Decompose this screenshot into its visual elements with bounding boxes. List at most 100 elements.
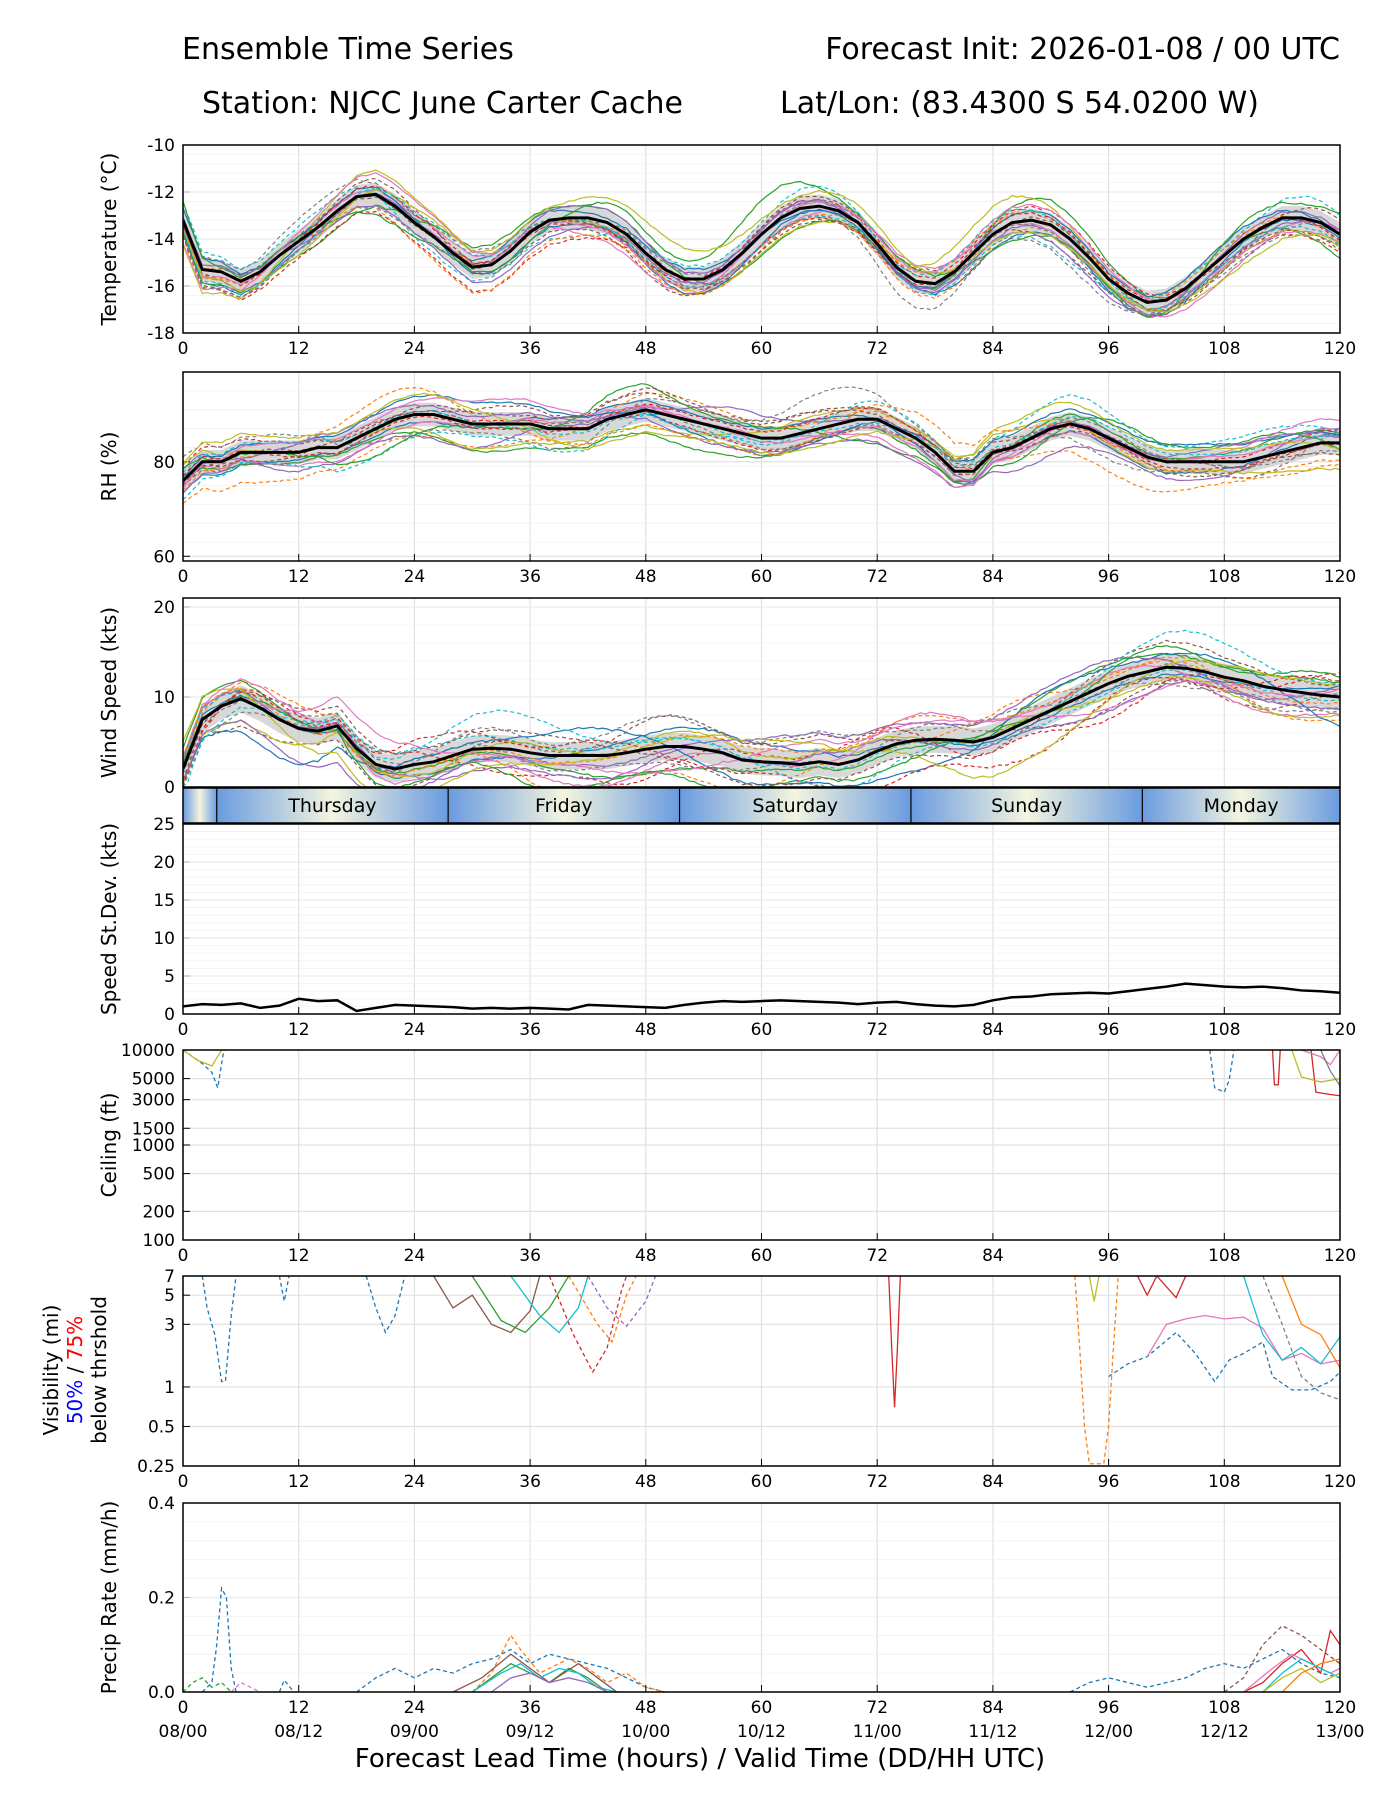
x-tick-label: 120 xyxy=(1324,1472,1356,1492)
x-tick-label: 120 xyxy=(1324,1020,1356,1040)
y-tick-label: 1500 xyxy=(132,1119,175,1139)
x-tick-label: 120 xyxy=(1324,1246,1356,1266)
y-tick-label: 0.4 xyxy=(148,1494,175,1514)
member-line xyxy=(1242,1276,1340,1365)
x-tick-label: 24 xyxy=(404,1698,426,1718)
member-line xyxy=(201,1276,237,1383)
series-group xyxy=(183,1050,1340,1097)
member-line xyxy=(183,673,1340,780)
x-tick-label: 120 xyxy=(1324,567,1356,587)
valid-time-label: 10/00 xyxy=(621,1722,670,1742)
member-line xyxy=(230,1681,261,1692)
ensemble-mean-line xyxy=(183,408,1340,482)
x-tick-label: 60 xyxy=(751,567,773,587)
vis-ylabel-line3: below thrshold xyxy=(87,1296,111,1444)
x-tick-label: 72 xyxy=(866,1020,888,1040)
x-tick-label: 0 xyxy=(178,1246,189,1266)
x-tick-label: 0 xyxy=(178,1020,189,1040)
y-tick-label: 10 xyxy=(153,929,175,949)
day-segment xyxy=(1142,788,1340,823)
member-line xyxy=(548,1276,628,1374)
member-line xyxy=(183,680,1340,775)
panel-wind: 0 10 20 Wind Speed (kts) xyxy=(97,597,1341,798)
x-tick-label: 108 xyxy=(1208,567,1240,587)
member-line xyxy=(183,386,1340,479)
x-tick-label: 12 xyxy=(288,1246,310,1266)
y-tick-label: 5 xyxy=(164,1286,175,1306)
member-line xyxy=(433,1276,541,1334)
x-tick-label: 84 xyxy=(982,1020,1004,1040)
member-line xyxy=(1074,1276,1119,1465)
valid-time-label: 08/00 xyxy=(159,1722,208,1742)
y-tick-label: 15 xyxy=(153,891,175,911)
x-tick-label: 0 xyxy=(178,1472,189,1492)
rh-ylabel: RH (%) xyxy=(97,432,121,502)
x-tick-label: 72 xyxy=(866,1246,888,1266)
member-line xyxy=(201,1585,237,1692)
x-tick-label: 48 xyxy=(635,1698,657,1718)
member-line xyxy=(1088,1276,1100,1302)
y-tick-label: -18 xyxy=(147,324,175,344)
member-line xyxy=(183,409,1340,473)
member-line xyxy=(183,186,1340,311)
member-line xyxy=(183,392,1340,465)
x-tick-label: 24 xyxy=(404,567,426,587)
x-tick-label: 60 xyxy=(751,1020,773,1040)
x-tick-label: 36 xyxy=(519,1246,541,1266)
series-group xyxy=(183,629,1340,787)
member-line xyxy=(183,178,1340,317)
panel-precip: 0.0 0.2 0.4 0 12 24 36 48 60 72 84 96 108 120 08/00 08/… xyxy=(97,1494,1365,1742)
day-strip: Thursday Friday Saturday Sunday Monday xyxy=(182,787,1341,824)
forecast-init: Forecast Init: 2026-01-08 / 00 UTC xyxy=(825,32,1340,67)
member-line xyxy=(1281,1658,1340,1692)
member-line xyxy=(1108,1331,1340,1391)
member-line xyxy=(1281,1276,1340,1369)
vis-ylabel-line1: Visibility (mi) xyxy=(39,1305,63,1436)
vis-ylabel: Visibility (mi) 50% / 75% below thrshold xyxy=(39,1296,111,1444)
member-line xyxy=(587,1276,657,1328)
member-line xyxy=(1271,1050,1281,1086)
x-tick-label: 120 xyxy=(1324,1698,1356,1718)
member-line xyxy=(1069,1648,1340,1692)
x-tick-label: 72 xyxy=(866,567,888,587)
y-tick-label: 7 xyxy=(164,1267,175,1287)
y-tick-label: -12 xyxy=(147,183,175,203)
member-line xyxy=(183,185,1340,302)
x-tick-label: 84 xyxy=(982,1246,1004,1266)
day-label: Monday xyxy=(1204,795,1279,817)
valid-time-label: 11/00 xyxy=(853,1722,902,1742)
valid-time-label: 12/12 xyxy=(1200,1722,1249,1742)
member-line xyxy=(452,1653,618,1692)
x-tick-label: 0 xyxy=(178,339,189,359)
plot-frame xyxy=(182,597,1341,788)
x-tick-label: 72 xyxy=(866,1698,888,1718)
ceiling-ylabel: Ceiling (ft) xyxy=(97,1093,121,1198)
valid-time-label: 08/12 xyxy=(274,1722,323,1742)
x-tick-label: 108 xyxy=(1208,1472,1240,1492)
valid-time-label: 10/12 xyxy=(737,1722,786,1742)
x-tick-label: 60 xyxy=(751,1246,773,1266)
member-line xyxy=(183,180,1340,318)
member-line xyxy=(1262,1276,1340,1401)
member-line xyxy=(183,679,1340,787)
y-tick-label: -10 xyxy=(147,136,175,156)
day-label: Thursday xyxy=(287,795,376,817)
x-tick-label: 24 xyxy=(404,1472,426,1492)
y-tick-label: 500 xyxy=(143,1165,175,1185)
member-line xyxy=(183,674,1340,787)
sdev-ylabel: Speed St.Dev. (kts) xyxy=(97,823,121,1015)
x-tick-label: 96 xyxy=(1098,1246,1120,1266)
member-line xyxy=(183,189,1340,313)
member-line xyxy=(183,652,1340,787)
member-line xyxy=(183,681,1340,775)
day-segment xyxy=(216,788,449,823)
member-line xyxy=(183,405,1340,487)
member-line xyxy=(471,1634,666,1692)
y-tick-label: 10000 xyxy=(121,1041,175,1061)
y-tick-label: 20 xyxy=(153,853,175,873)
y-tick-label: -14 xyxy=(147,230,175,250)
x-tick-label: 24 xyxy=(404,1246,426,1266)
member-line xyxy=(1136,1276,1187,1299)
panel-sdev: 0 5 10 15 20 25 0 12 24 36 48 60 72 84 96 108 120 Speed S… xyxy=(97,815,1356,1040)
